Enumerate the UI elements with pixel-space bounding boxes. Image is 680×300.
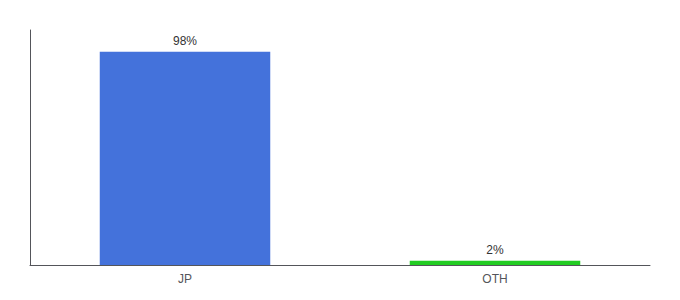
svg-text:OTH: OTH [482, 272, 507, 286]
svg-text:98%: 98% [173, 34, 197, 48]
svg-text:JP: JP [178, 272, 192, 286]
svg-text:2%: 2% [486, 243, 504, 257]
